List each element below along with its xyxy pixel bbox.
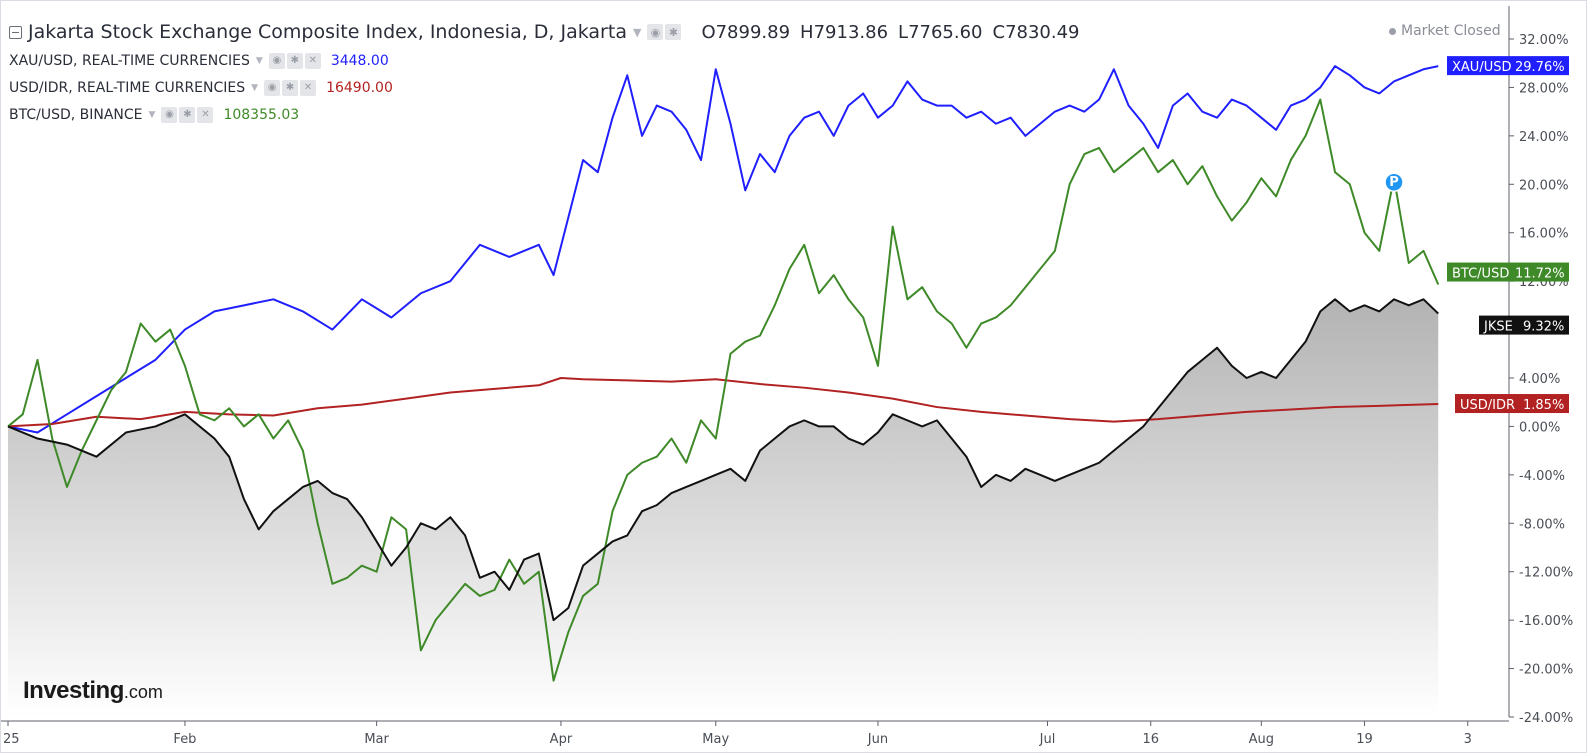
series-controls: ◉ ✱ ✕ [161,106,214,123]
chart-legend: Jakarta Stock Exchange Composite Index, … [9,17,1080,128]
y-tick-label: 16.00% [1519,227,1569,242]
chevron-down-icon[interactable]: ▼ [255,55,263,66]
y-tick-label: -12.00% [1519,566,1573,581]
status-dot-icon [1389,27,1396,35]
comparison-value: 108355.03 [223,106,300,123]
y-tick-label: -16.00% [1519,614,1573,629]
series-line-jkse [7,298,1439,622]
comparison-label: XAU/USD, REAL-TIME CURRENCIES [9,52,250,69]
price-pin-marker[interactable]: P [1384,172,1404,192]
eye-icon[interactable]: ◉ [268,52,285,69]
gear-icon[interactable]: ✱ [282,79,299,96]
collapse-icon[interactable] [9,25,22,39]
tag-series-name: JKSE [1483,320,1513,335]
eye-icon[interactable]: ◉ [647,24,664,40]
y-tick-label: -20.00% [1519,663,1573,678]
ohlc-open: O7899.89 [701,22,791,43]
ohlc-low: L7765.60 [898,22,983,43]
ohlc-close: C7830.49 [992,22,1080,43]
jkse-area [8,299,1439,717]
y-tick-label: 4.00% [1519,372,1560,387]
close-icon[interactable]: ✕ [300,79,317,96]
y-tick-label: 28.00% [1519,81,1569,96]
comparison-row-xauusd[interactable]: XAU/USD, REAL-TIME CURRENCIES ▼ ◉ ✱ ✕ 34… [9,47,1080,74]
tag-background [1447,262,1569,282]
x-tick-label: Feb [173,732,196,747]
y-tick-label: 32.00% [1519,33,1569,48]
x-tick-label: Jul [1039,732,1056,747]
pin-label: P [1389,175,1399,190]
y-tick-label: 20.00% [1519,178,1569,193]
chevron-down-icon[interactable]: ▼ [632,25,642,39]
tag-series-name: BTC/USD [1452,267,1509,282]
tag-series-name: XAU/USD [1452,60,1511,75]
x-tick-label: Aug [1249,732,1274,747]
main-symbol-row[interactable]: Jakarta Stock Exchange Composite Index, … [9,17,1080,47]
x-axis[interactable]: 25 Feb Mar Apr May Jun Jul 16 Aug 19 3 [1,720,1509,747]
series-line-xau-usd [7,65,1439,434]
x-tick-label: 3 [1464,732,1472,747]
gear-icon[interactable]: ✱ [179,106,196,123]
series-tag-xau-usd: XAU/USD 29.76% [1447,56,1569,75]
x-tick-label: May [702,732,729,747]
comparison-label: BTC/USD, BINANCE [9,106,143,123]
series-lines [7,65,1440,682]
ohlc-high: H7913.86 [800,22,889,43]
comparison-row-btcusd[interactable]: BTC/USD, BINANCE ▼ ◉ ✱ ✕ 108355.03 [9,101,1080,128]
market-status-text: Market Closed [1401,23,1501,39]
tag-background [1479,315,1569,335]
y-tick-label: -4.00% [1519,469,1565,484]
tag-series-value: 29.76% [1515,60,1565,75]
tag-background [1447,56,1569,76]
x-tick-label: 16 [1142,732,1159,747]
x-tick-label: Mar [364,732,389,747]
comparison-label: USD/IDR, REAL-TIME CURRENCIES [9,79,246,96]
series-controls: ◉ ✱ [647,24,682,40]
gear-icon[interactable]: ✱ [665,24,682,40]
chevron-down-icon[interactable]: ▼ [148,109,156,120]
y-axis[interactable]: 32.00%28.00%24.00%20.00%16.00%12.00%8.00… [1508,6,1573,726]
gear-icon[interactable]: ✱ [286,52,303,69]
close-icon[interactable]: ✕ [304,52,321,69]
jkse-area-fill [8,299,1439,717]
tag-background [1455,394,1569,414]
x-tick-label: 25 [3,732,20,747]
investing-logo: Investing.com [23,677,163,705]
eye-icon[interactable]: ◉ [264,79,281,96]
tag-series-name: USD/IDR [1460,398,1515,413]
comparison-value: 3448.00 [330,52,389,69]
market-status: Market Closed [1389,23,1501,39]
y-tick-label: 24.00% [1519,130,1569,145]
series-controls: ◉ ✱ ✕ [268,52,321,69]
y-tick-label: 0.00% [1519,420,1560,435]
close-icon[interactable]: ✕ [197,106,214,123]
tag-series-value: 1.85% [1523,398,1564,413]
series-value-tags: XAU/USD 29.76% USD/IDR 1.85% BTC/USD 11.72% JK… [1447,56,1569,414]
x-tick-label: Apr [550,732,573,747]
series-controls: ◉ ✱ ✕ [264,79,317,96]
series-line-btc-usd [7,98,1440,682]
comparison-row-usdidr[interactable]: USD/IDR, REAL-TIME CURRENCIES ▼ ◉ ✱ ✕ 16… [9,74,1080,101]
series-tag-usd-idr: USD/IDR 1.85% [1455,394,1569,414]
logo-text: Investing [23,677,124,704]
comparison-value: 16490.00 [326,79,393,96]
series-line-usd-idr [7,377,1439,428]
logo-tld: .com [123,682,163,702]
pin-icon[interactable] [1384,172,1404,192]
tag-series-value: 11.72% [1515,267,1565,282]
series-tag-jkse: JKSE 9.32% [1479,315,1569,335]
y-tick-label: -8.00% [1519,517,1565,532]
chart-title: Jakarta Stock Exchange Composite Index, … [28,21,627,43]
series-tag-btc-usd: BTC/USD 11.72% [1447,262,1569,282]
eye-icon[interactable]: ◉ [161,106,178,123]
x-tick-label: Jun [867,732,888,747]
y-tick-label: -24.00% [1519,711,1573,726]
chevron-down-icon[interactable]: ▼ [251,82,259,93]
x-tick-label: 19 [1356,732,1373,747]
tag-series-value: 9.32% [1523,320,1564,335]
